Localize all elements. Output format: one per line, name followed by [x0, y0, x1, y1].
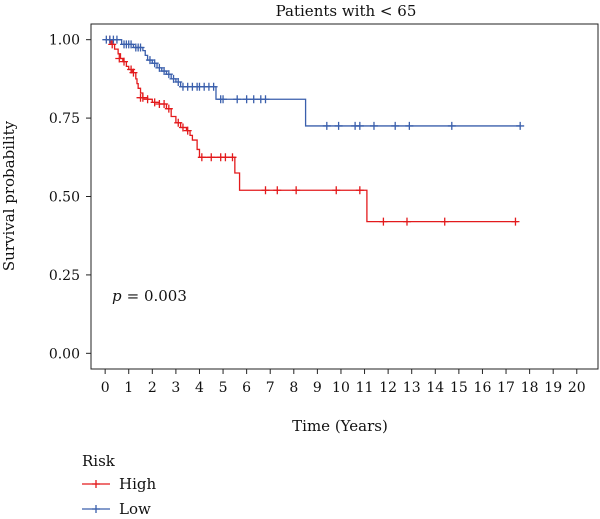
censor-mark [355, 121, 364, 130]
x-tick-label: 14 [426, 380, 444, 396]
x-tick-label: 7 [266, 380, 275, 396]
censor-mark [197, 153, 206, 162]
y-tick-label: 0.75 [49, 111, 80, 127]
censor-mark [355, 186, 364, 195]
censor-mark [120, 57, 129, 66]
censor-mark [178, 123, 187, 132]
axis-ticks: 0 1 2 3 4 5 6 7 8 9 10 11 12 13 14 15 16 17 18 19 200.000.25… [49, 33, 586, 396]
legend-label: High [119, 475, 156, 493]
censor-mark [112, 35, 121, 44]
x-tick-label: 15 [450, 380, 468, 396]
y-axis-label: Survival probability [0, 120, 18, 271]
x-tick-label: 17 [497, 380, 515, 396]
legend-swatch-mark [92, 480, 100, 488]
x-tick-label: 4 [195, 380, 204, 396]
censor-mark [511, 217, 520, 226]
censor-mark [322, 121, 331, 130]
censor-mark [164, 70, 173, 79]
censor-mark [145, 56, 154, 65]
censor-mark [332, 186, 341, 195]
censor-mark [209, 82, 218, 91]
y-tick-label: 0.00 [49, 346, 80, 362]
censor-mark [164, 104, 173, 113]
series-low [102, 35, 525, 130]
censor-mark [249, 95, 258, 104]
x-tick-label: 16 [474, 380, 492, 396]
legend: Risk High Low [82, 452, 156, 518]
censor-mark [108, 40, 117, 49]
x-tick-label: 2 [148, 380, 157, 396]
y-tick-label: 0.50 [49, 190, 80, 206]
x-tick-label: 11 [356, 380, 374, 396]
censor-mark [115, 54, 124, 63]
censor-mark [174, 118, 183, 127]
y-tick-label: 1.00 [49, 33, 80, 49]
legend-item-low: Low [82, 500, 151, 518]
censor-mark [233, 95, 242, 104]
censor-mark [334, 121, 343, 130]
x-tick-label: 6 [242, 380, 251, 396]
censor-mark [127, 40, 136, 49]
x-tick-label: 18 [521, 380, 539, 396]
censor-mark [183, 126, 192, 135]
series-layer [102, 35, 525, 226]
p-label: p [112, 287, 122, 305]
x-tick-label: 3 [171, 380, 180, 396]
x-tick-label: 10 [332, 380, 350, 396]
censor-mark [160, 67, 169, 76]
x-tick-label: 9 [313, 380, 322, 396]
censor-mark [405, 121, 414, 130]
survival-curve-high [105, 39, 518, 223]
censor-mark [228, 153, 237, 162]
plot-area [90, 23, 599, 370]
censor-mark [261, 95, 270, 104]
legend-title: Risk [82, 452, 116, 470]
x-tick-label: 19 [544, 380, 562, 396]
legend-label: Low [119, 500, 151, 518]
censor-mark [242, 95, 251, 104]
p-value: = 0.003 [127, 287, 187, 305]
censor-mark [136, 43, 145, 52]
censor-mark [516, 121, 525, 130]
censor-mark [155, 63, 164, 72]
censor-mark [129, 68, 138, 77]
survival-curve-low [105, 39, 521, 127]
p-value-annotation: p = 0.003 [112, 287, 187, 305]
censor-mark [447, 121, 456, 130]
x-tick-label: 5 [219, 380, 228, 396]
x-tick-label: 20 [568, 380, 586, 396]
censor-mark [150, 98, 159, 107]
x-tick-label: 8 [289, 380, 298, 396]
censor-mark [402, 217, 411, 226]
x-tick-label: 1 [124, 380, 133, 396]
x-tick-label: 13 [403, 380, 421, 396]
censor-mark [143, 95, 152, 104]
x-axis-label: Time (Years) [292, 417, 388, 435]
censor-mark [150, 59, 159, 68]
y-tick-label: 0.25 [49, 268, 80, 284]
chart-title: Patients with < 65 [276, 2, 417, 20]
censor-mark [379, 217, 388, 226]
censor-mark [207, 153, 216, 162]
censor-mark [369, 121, 378, 130]
censor-mark [138, 93, 147, 102]
censor-mark [261, 186, 270, 195]
censor-mark [440, 217, 449, 226]
censor-mark [174, 78, 183, 87]
legend-item-high: High [82, 475, 156, 493]
x-tick-label: 12 [379, 380, 397, 396]
series-high [105, 35, 520, 226]
censor-mark [221, 153, 230, 162]
x-tick-label: 0 [101, 380, 110, 396]
censor-mark [169, 74, 178, 83]
plot-border [90, 23, 599, 370]
censor-mark [160, 99, 169, 108]
censor-mark [292, 186, 301, 195]
legend-swatch-mark [92, 505, 100, 513]
censor-mark [273, 186, 282, 195]
censor-mark [391, 121, 400, 130]
censor-mark [219, 95, 228, 104]
